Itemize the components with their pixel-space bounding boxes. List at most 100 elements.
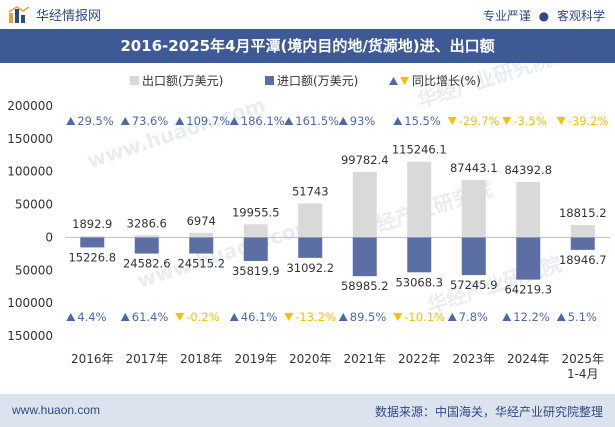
import-growth-down-icon xyxy=(393,313,403,321)
chart-title: 2016-2025年4月平潭(境内目的地/货源地)进、出口额 xyxy=(120,37,495,55)
import-bar xyxy=(516,237,541,280)
chart: 华经产业研究院www.huaon.com华经产业研究院www.huaon.com… xyxy=(7,63,610,381)
footer-source: 数据来源：中国海关，华经产业研究院整理 xyxy=(374,405,603,419)
export-value-label: 3286.6 xyxy=(127,216,167,230)
export-growth-label: 109.7% xyxy=(186,114,230,128)
import-value-label: 53068.3 xyxy=(395,275,443,289)
import-growth-up-icon xyxy=(120,313,130,321)
y-tick-label: 50000 xyxy=(15,198,53,212)
import-bar xyxy=(189,237,214,254)
export-growth-label: -3.5% xyxy=(513,114,546,128)
logo: 华经情报网 xyxy=(8,5,101,24)
export-growth-label: -39.2% xyxy=(568,114,609,128)
import-growth-label: -0.2% xyxy=(186,310,219,324)
export-growth-label: -29.7% xyxy=(459,114,500,128)
y-tick-label: 100000 xyxy=(7,165,53,179)
export-growth-label: 29.5% xyxy=(77,114,114,128)
x-tick-label: 2017年 xyxy=(125,352,168,366)
import-value-label: 58985.2 xyxy=(341,279,389,293)
tagline: 专业严谨 ● 客观科学 xyxy=(483,7,605,24)
export-bar xyxy=(80,236,105,238)
export-growth-up-icon xyxy=(393,117,403,125)
import-value-label: 18946.7 xyxy=(559,253,607,267)
legend-export-label: 出口额(万美元) xyxy=(142,74,223,88)
x-tick-label: 2023年 xyxy=(452,352,495,366)
import-bar xyxy=(352,237,377,277)
export-bar xyxy=(352,171,377,238)
import-bar xyxy=(134,237,159,254)
export-growth-label: 73.6% xyxy=(132,114,169,128)
export-bar xyxy=(134,235,159,238)
export-bar xyxy=(407,161,432,238)
import-value-label: 64219.3 xyxy=(504,283,552,297)
import-growth-down-icon xyxy=(284,313,294,321)
export-growth-down-icon xyxy=(556,117,566,125)
x-tick-label: 2016年 xyxy=(71,352,114,366)
legend-down-triangle-icon xyxy=(400,77,409,85)
import-value-label: 57245.9 xyxy=(450,278,498,292)
x-tick-label: 2021年 xyxy=(343,352,386,366)
import-bar xyxy=(570,237,595,250)
x-tick-label: 2020年 xyxy=(289,352,332,366)
import-growth-label: 61.4% xyxy=(132,310,169,324)
import-growth-up-icon xyxy=(502,313,512,321)
import-bar xyxy=(80,237,105,248)
y-tick-label: 150000 xyxy=(7,329,53,343)
import-growth-up-icon xyxy=(66,313,76,321)
export-bar xyxy=(243,224,268,238)
x-tick-label: 2018年 xyxy=(180,352,223,366)
x-tick-label: 2024年 xyxy=(507,352,550,366)
export-bar xyxy=(189,232,214,238)
import-bar xyxy=(243,237,268,261)
legend-import-label: 进口额(万美元) xyxy=(277,74,358,88)
x-tick-label: 2025年 1-4月 xyxy=(561,352,604,381)
y-tick-label: 0 xyxy=(45,230,53,244)
export-value-label: 99782.4 xyxy=(341,153,389,167)
import-growth-label: 7.8% xyxy=(459,310,488,324)
export-growth-up-icon xyxy=(120,117,130,125)
x-tick-label: 2019年 xyxy=(234,352,277,366)
footer-bar: www.huaon.com 数据来源：中国海关，华经产业研究院整理 xyxy=(0,394,615,427)
export-growth-up-icon xyxy=(175,117,185,125)
import-value-label: 24515.2 xyxy=(177,257,225,271)
legend-up-triangle-icon xyxy=(389,77,398,85)
title-band: 2016-2025年4月平潭(境内目的地/货源地)进、出口额 xyxy=(0,29,615,63)
export-growth-up-icon xyxy=(229,117,239,125)
export-value-label: 1892.9 xyxy=(72,217,112,231)
export-value-label: 19955.5 xyxy=(232,205,280,219)
export-value-label: 87443.1 xyxy=(450,161,498,175)
export-value-label: 51743 xyxy=(292,184,329,198)
y-tick-label: 50000 xyxy=(15,263,53,277)
y-tick-label: 150000 xyxy=(7,132,53,146)
export-bar xyxy=(298,203,323,238)
logo-icon xyxy=(8,5,30,23)
import-growth-label: 12.2% xyxy=(513,310,550,324)
export-growth-label: 93% xyxy=(350,114,376,128)
legend-import-swatch xyxy=(265,76,274,85)
import-value-label: 35819.9 xyxy=(232,264,280,278)
tagline-right: 客观科学 xyxy=(556,9,605,23)
footer-url[interactable]: www.huaon.com xyxy=(12,403,101,417)
x-tick-label: 2022年 xyxy=(398,352,441,366)
import-growth-up-icon xyxy=(229,313,239,321)
import-bar xyxy=(407,237,432,273)
import-bar xyxy=(461,237,486,276)
tagline-separator: ● xyxy=(538,9,550,23)
export-bar xyxy=(461,179,486,238)
import-growth-label: 4.4% xyxy=(77,310,106,324)
import-growth-up-icon xyxy=(338,313,348,321)
legend-export-swatch xyxy=(130,76,139,85)
export-growth-label: 186.1% xyxy=(241,114,285,128)
export-growth-down-icon xyxy=(502,117,512,125)
import-growth-up-icon xyxy=(447,313,457,321)
legend-growth-label: 同比增长(%) xyxy=(412,74,481,88)
export-growth-label: 161.5% xyxy=(295,114,339,128)
y-tick-label: 100000 xyxy=(7,296,53,310)
export-value-label: 115246.1 xyxy=(392,143,447,157)
watermark: www.huaon.com xyxy=(84,93,268,173)
export-value-label: 18815.2 xyxy=(559,206,607,220)
export-growth-up-icon xyxy=(66,117,76,125)
export-growth-label: 15.5% xyxy=(404,114,441,128)
import-growth-label: 5.1% xyxy=(568,310,597,324)
export-bar xyxy=(570,225,595,238)
